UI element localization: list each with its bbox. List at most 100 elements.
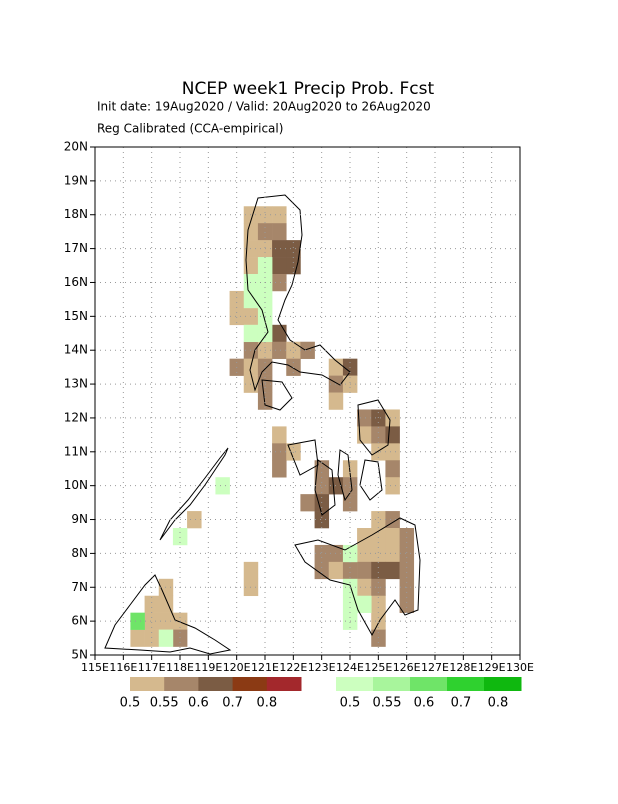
leyte <box>359 459 383 501</box>
legend-label: 0.8 <box>488 696 509 711</box>
prob-cell <box>314 561 330 580</box>
legend-swatch <box>198 677 234 691</box>
prob-cell <box>229 290 245 309</box>
prob-cell <box>272 206 287 224</box>
prob-cell <box>371 426 386 444</box>
prob-cell <box>385 544 400 563</box>
prob-cell <box>399 595 415 613</box>
prob-cell <box>144 595 160 613</box>
y-tick-label: 16N <box>64 275 88 289</box>
prob-cell <box>371 511 386 529</box>
prob-cell <box>371 544 386 563</box>
prob-cell <box>243 324 259 343</box>
prob-cell <box>314 544 330 563</box>
prob-cell <box>243 257 259 275</box>
prob-cell <box>399 561 415 580</box>
legend-swatch <box>130 677 165 691</box>
y-tick-label: 18N <box>64 207 88 221</box>
legend-label: 0.55 <box>150 696 179 711</box>
legend-label: 0.7 <box>451 696 472 711</box>
prob-cell <box>328 358 344 376</box>
y-tick-label: 6N <box>71 614 88 628</box>
prob-cell <box>342 561 358 580</box>
mindoro <box>261 379 293 411</box>
x-tick-label: 120E <box>223 661 251 674</box>
subtitle: Init date: 19Aug2020 / Valid: 20Aug2020 … <box>97 100 431 114</box>
prob-cell <box>243 561 259 580</box>
prob-cell <box>272 223 287 241</box>
prob-cell <box>342 595 358 613</box>
prob-cell <box>385 426 400 444</box>
y-tick-label: 10N <box>64 478 88 492</box>
x-tick-label: 115E <box>81 661 109 674</box>
prob-cell <box>272 240 287 258</box>
prob-cell <box>257 223 273 241</box>
x-tick-label: 118E <box>166 661 194 674</box>
y-tick-label: 9N <box>71 512 88 526</box>
prob-cell <box>257 392 273 410</box>
y-tick-label: 11N <box>64 444 88 458</box>
prob-cell <box>357 561 372 580</box>
y-tick-label: 8N <box>71 546 88 560</box>
x-tick-label: 126E <box>393 661 421 674</box>
prob-cell <box>385 460 400 478</box>
x-tick-label: 119E <box>194 661 222 674</box>
prob-cell <box>286 257 301 275</box>
legend: 0.5 0.55 0.6 0.7 0.8 0.5 0.55 0.6 0.7 0.8 <box>120 677 522 711</box>
prob-cell <box>385 477 400 495</box>
prob-cell <box>272 324 287 343</box>
prob-cell <box>328 561 344 580</box>
x-tick-label: 122E <box>279 661 307 674</box>
x-tick-label: 130E <box>506 661 534 674</box>
prob-cell <box>243 290 259 309</box>
prob-cell <box>314 511 330 529</box>
legend-label: 0.6 <box>414 696 435 711</box>
prob-cell <box>371 528 386 546</box>
prob-cell <box>371 409 386 427</box>
prob-cell <box>144 612 160 630</box>
legend-label: 0.5 <box>340 696 361 711</box>
negros <box>314 459 336 516</box>
legend-label: 0.55 <box>373 696 402 711</box>
title: NCEP week1 Precip Prob. Fcst <box>182 79 435 99</box>
cebu <box>337 449 353 502</box>
mindanao <box>294 517 421 637</box>
prob-cell <box>371 443 386 461</box>
y-tick-label: 5N <box>71 648 88 662</box>
x-tick-label: 116E <box>109 661 137 674</box>
x-tick-label: 124E <box>336 661 364 674</box>
prob-cell <box>399 528 415 546</box>
prob-cell <box>272 443 287 461</box>
legend-swatch <box>410 677 448 691</box>
y-tick-label: 13N <box>64 377 88 391</box>
note: Reg Calibrated (CCA-empirical) <box>97 122 283 136</box>
prob-cell <box>357 595 372 613</box>
x-tick-label: 125E <box>364 661 392 674</box>
legend-label: 0.5 <box>120 696 141 711</box>
y-tick-label: 20N <box>64 140 88 154</box>
prob-cell <box>172 528 188 546</box>
prob-cell <box>385 528 400 546</box>
legend-swatch <box>266 677 302 691</box>
x-tick-label: 127E <box>421 661 449 674</box>
plot-frame <box>94 146 521 656</box>
x-tick-label: 129E <box>478 661 506 674</box>
prob-cell <box>257 290 273 309</box>
prob-cell <box>272 426 287 444</box>
prob-cell <box>215 477 230 495</box>
prob-cell <box>399 544 415 563</box>
coastline <box>104 194 421 655</box>
x-tick-label: 121E <box>251 661 279 674</box>
axes: 115E 116E 117E 118E 119E 120E 121E 122E 123E 124E… <box>64 140 534 675</box>
prob-cell <box>286 443 301 461</box>
prob-cell <box>144 629 160 647</box>
prob-cell <box>257 257 273 275</box>
x-tick-label: 123E <box>308 661 336 674</box>
prob-cell <box>229 307 245 326</box>
y-tick-label: 14N <box>64 343 88 357</box>
prob-cell <box>272 460 287 478</box>
prob-cell <box>187 511 202 529</box>
prob-cell <box>357 578 372 597</box>
prob-cell <box>257 324 273 343</box>
